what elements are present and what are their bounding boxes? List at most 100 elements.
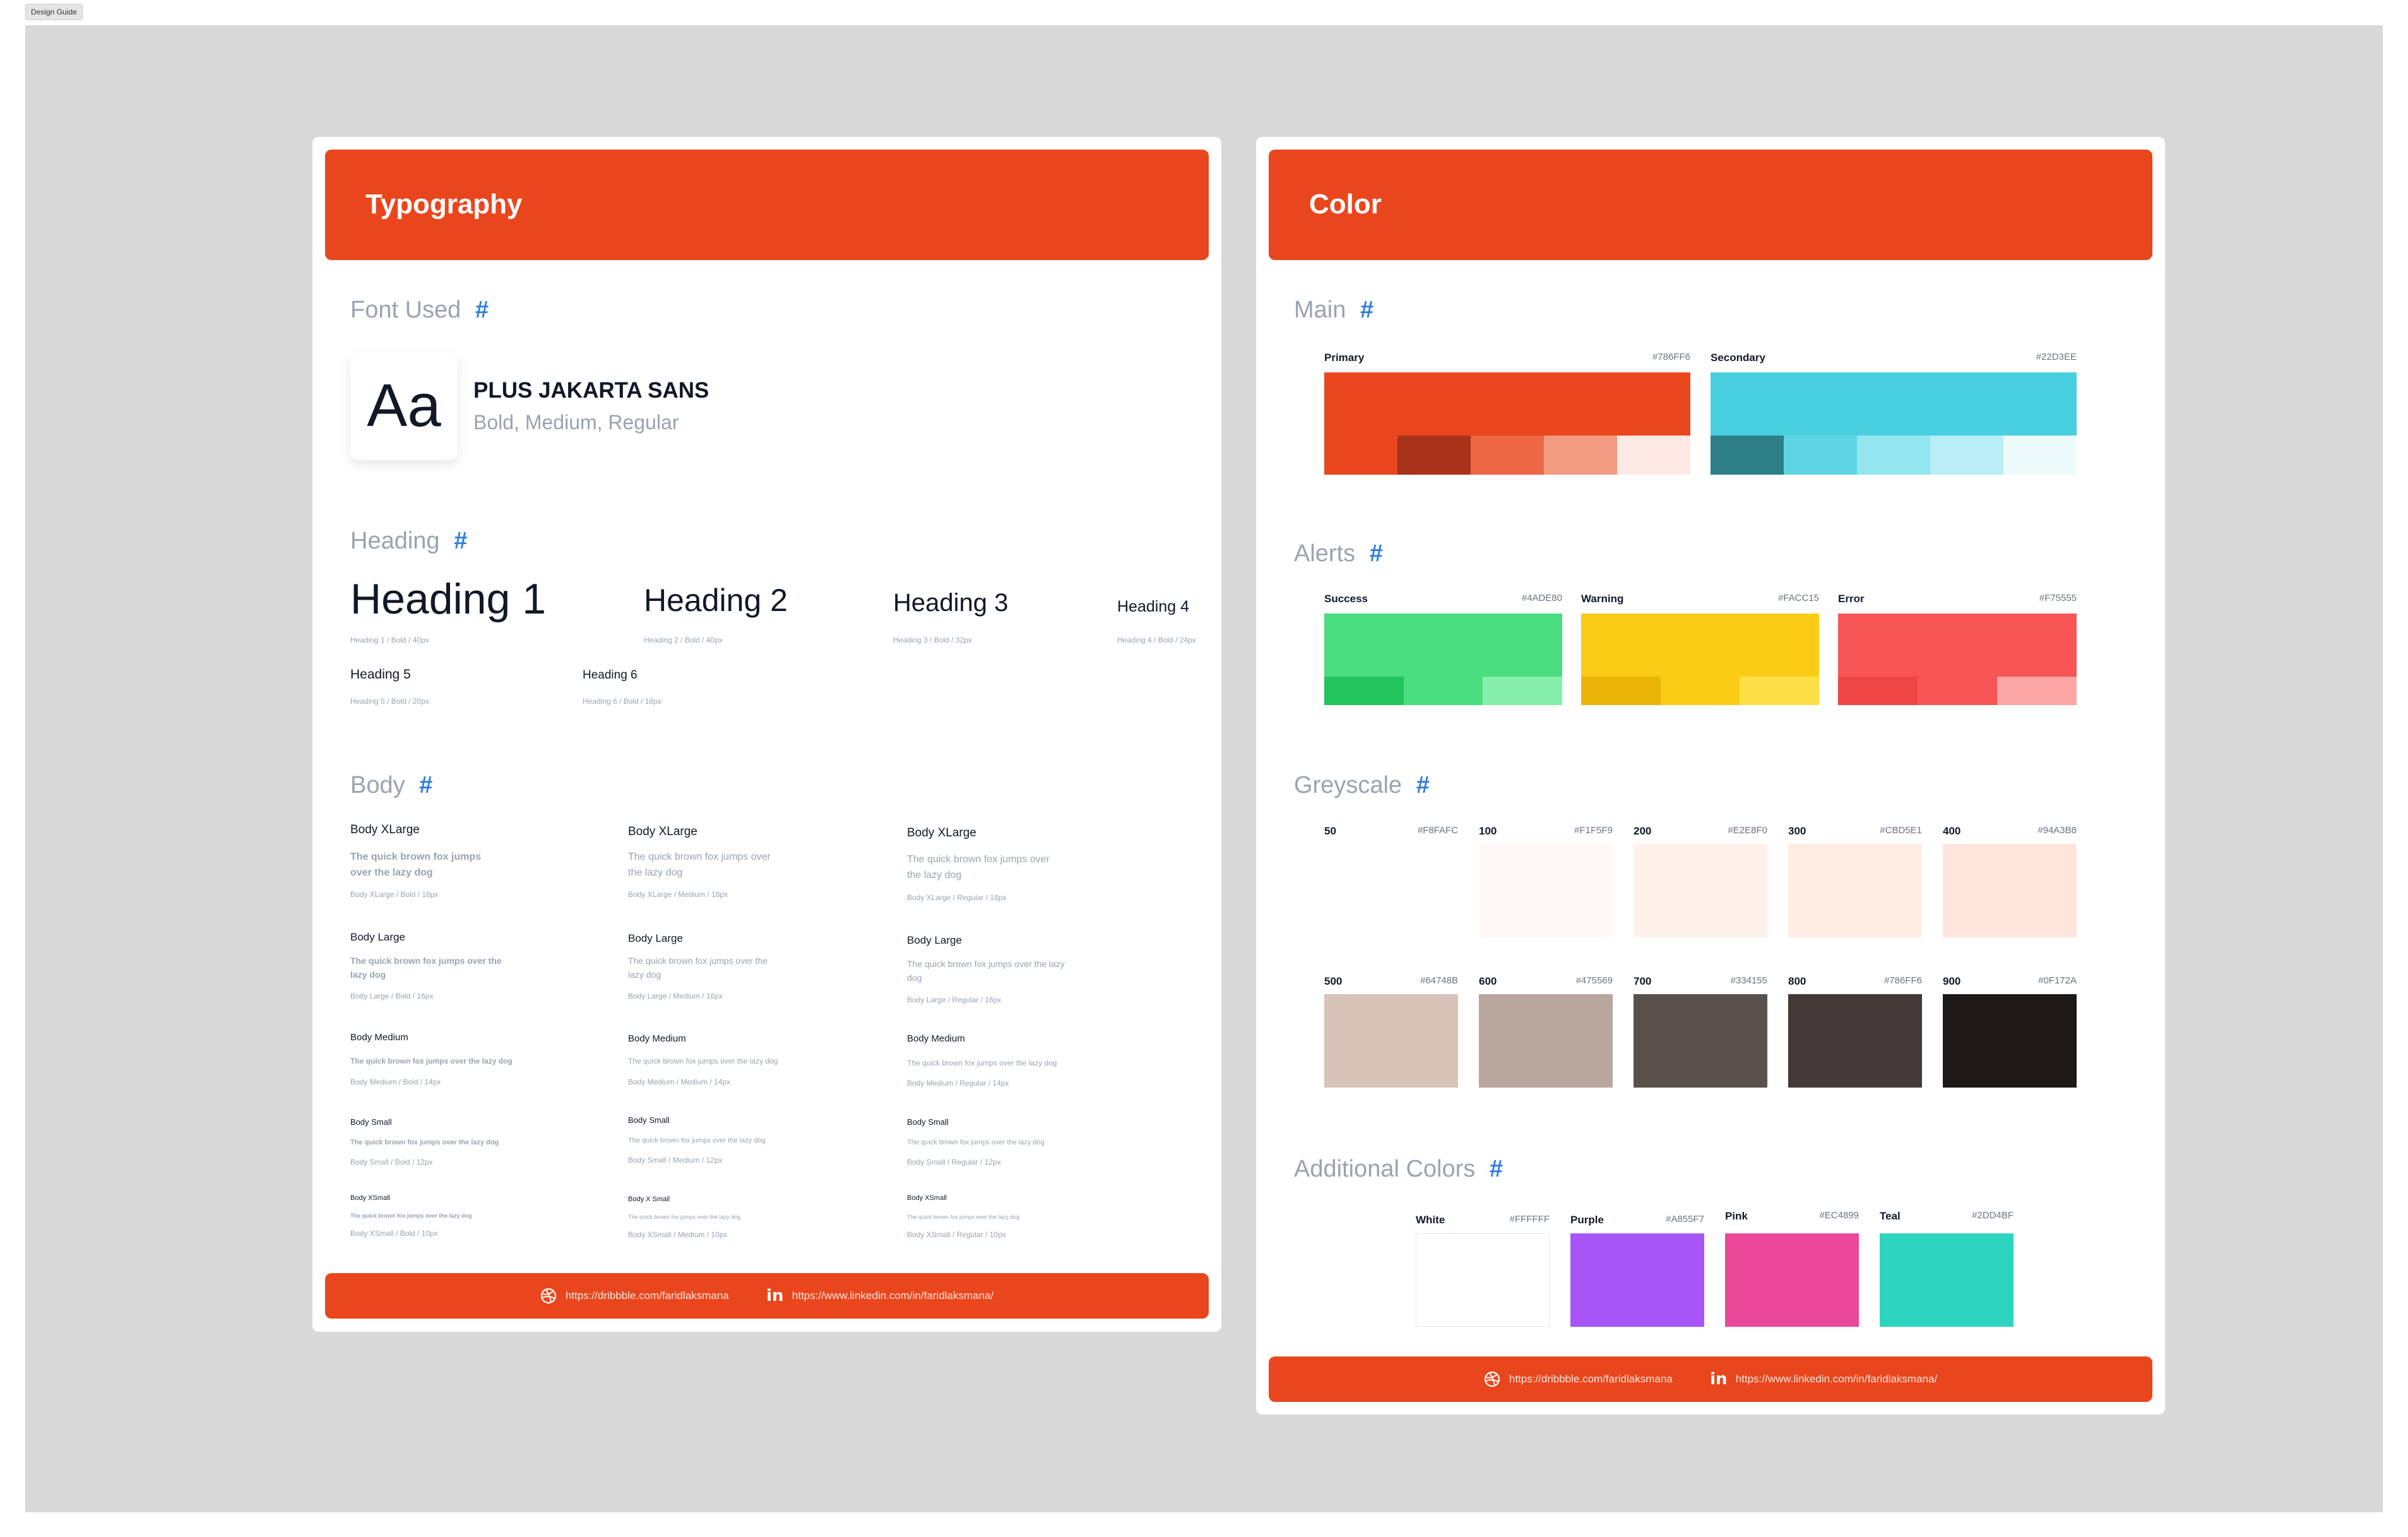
error-shades	[1838, 677, 2077, 705]
body-large-text: The quick brown fox jumps over the lazy …	[350, 956, 502, 980]
greyscale-hex: #475569	[1575, 975, 1613, 986]
hash-anchor-icon[interactable]: #	[453, 528, 467, 554]
greyscale-heading: Greyscale	[1294, 772, 1403, 798]
error-hex: #F75555	[2039, 593, 2077, 603]
linkedin-url[interactable]: https://www.linkedin.com/in/faridlaksman…	[1735, 1373, 1938, 1385]
greyscale-swatch	[1324, 994, 1458, 1088]
greyscale-label: 400	[1943, 825, 1961, 837]
heading-1-sample: Heading 1	[350, 575, 547, 623]
body-small-meta: Body Small / Medium / 12px	[628, 1156, 723, 1165]
success-shade	[1324, 677, 1404, 705]
warning-shades	[1581, 677, 1820, 705]
color-header: Color	[1269, 150, 2152, 260]
hash-anchor-icon[interactable]: #	[418, 772, 432, 798]
linkedin-link[interactable]: in https://www.linkedin.com/in/faridlaks…	[766, 1286, 994, 1305]
success-label: Success	[1324, 593, 1368, 605]
body-large-title: Body Large	[628, 932, 683, 944]
body-section-heading: Body	[350, 772, 405, 798]
typography-footer: https://dribbble.com/faridlaksmana in ht…	[325, 1273, 1209, 1319]
success-shade	[1403, 677, 1483, 705]
color-card: Color Main # Primary #786FF6 Secondary #…	[1256, 137, 2165, 1415]
secondary-shade	[1930, 436, 2003, 475]
greyscale-label: 600	[1479, 975, 1497, 987]
greyscale-label: 800	[1788, 975, 1806, 987]
heading-3-meta: Heading 3 / Bold / 32px	[893, 636, 972, 644]
dribbble-link[interactable]: https://dribbble.com/faridlaksmana	[1484, 1371, 1673, 1387]
main-heading: Main	[1294, 297, 1346, 323]
body-xsmall-text: The quick brown fox jumps over the lazy …	[350, 1213, 472, 1219]
hash-anchor-icon[interactable]: #	[1489, 1156, 1503, 1182]
greyscale-label: 500	[1324, 975, 1343, 987]
body-medium-text: The quick brown fox jumps over the lazy …	[628, 1057, 778, 1065]
secondary-shade	[1784, 436, 1857, 475]
additional-swatch	[1416, 1233, 1550, 1327]
body-xsmall-meta: Body XSmall / Medium / 10px	[628, 1230, 728, 1239]
primary-shade	[1471, 436, 1544, 475]
warning-shade	[1740, 677, 1820, 705]
dribbble-link[interactable]: https://dribbble.com/faridlaksmana	[540, 1288, 729, 1304]
hash-anchor-icon[interactable]: #	[1416, 772, 1430, 798]
secondary-hex: #22D3EE	[2036, 352, 2077, 362]
heading-6-meta: Heading 6 / Bold / 18px	[583, 697, 661, 706]
greyscale-label: 700	[1634, 975, 1652, 987]
typography-card: Typography Font Used # Aa PLUS JAKARTA S…	[312, 137, 1221, 1332]
additional-swatch	[1570, 1233, 1704, 1327]
hash-anchor-icon[interactable]: #	[475, 297, 489, 323]
body-xlarge-text: The quick brown fox jumps over the lazy …	[350, 852, 482, 878]
frame-label[interactable]: Design Guide	[25, 4, 83, 20]
body-xlarge-title: Body XLarge	[628, 825, 697, 838]
heading-1-meta: Heading 1 / Bold / 40px	[350, 636, 429, 644]
font-sample-text: Aa	[367, 372, 441, 439]
body-xlarge-meta: Body XLarge / Regular / 18px	[907, 893, 1007, 902]
error-shade	[1918, 677, 1997, 705]
body-small-text: The quick brown fox jumps over the lazy …	[628, 1137, 766, 1144]
body-xsmall-meta: Body XSmall / Bold / 10px	[350, 1229, 438, 1238]
body-large-title: Body Large	[907, 934, 962, 946]
body-small-title: Body Small	[350, 1117, 392, 1127]
linkedin-url[interactable]: https://www.linkedin.com/in/faridlaksman…	[792, 1290, 994, 1302]
dribbble-url[interactable]: https://dribbble.com/faridlaksmana	[565, 1290, 729, 1302]
body-medium-title: Body Medium	[628, 1033, 686, 1044]
body-xlarge-meta: Body XLarge / Medium / 18px	[628, 890, 728, 899]
greyscale-swatch	[1943, 994, 2077, 1088]
greyscale-hex: #334155	[1730, 975, 1767, 986]
greyscale-label: 200	[1634, 825, 1652, 837]
hash-anchor-icon[interactable]: #	[1360, 297, 1373, 323]
error-shade	[1838, 677, 1918, 705]
body-large-meta: Body Large / Bold / 16px	[350, 992, 434, 1000]
heading-section-heading: Heading	[350, 528, 440, 554]
warning-shade	[1660, 677, 1740, 705]
primary-swatch	[1324, 372, 1690, 436]
main-section-title: Main #	[1294, 296, 1373, 324]
body-small-text: The quick brown fox jumps over the lazy …	[907, 1139, 1045, 1146]
font-used-section-title: Font Used #	[350, 296, 488, 324]
body-large-title: Body Large	[350, 931, 405, 943]
success-swatch	[1324, 614, 1562, 677]
greyscale-hex: #F1F5F9	[1574, 825, 1613, 836]
greyscale-hex: #F8FAFC	[1417, 825, 1458, 836]
greyscale-swatch	[1479, 994, 1613, 1088]
hash-anchor-icon[interactable]: #	[1369, 540, 1383, 567]
secondary-shade	[1711, 436, 1784, 475]
additional-swatch	[1725, 1233, 1859, 1327]
heading-4-meta: Heading 4 / Bold / 24px	[1117, 636, 1196, 644]
primary-hex: #786FF6	[1652, 352, 1690, 362]
body-medium-text: The quick brown fox jumps over the lazy …	[907, 1059, 1057, 1067]
greyscale-hex: #0F172A	[2038, 975, 2077, 986]
additional-label: Purple	[1570, 1214, 1604, 1226]
additional-hex: #EC4899	[1819, 1210, 1859, 1221]
greyscale-hex: #94A3B8	[2037, 825, 2077, 836]
dribbble-url[interactable]: https://dribbble.com/faridlaksmana	[1509, 1373, 1673, 1385]
linkedin-link[interactable]: in https://www.linkedin.com/in/faridlaks…	[1710, 1370, 1938, 1389]
typography-header: Typography	[325, 150, 1209, 260]
secondary-shade	[2003, 436, 2077, 475]
body-xlarge-title: Body XLarge	[350, 823, 420, 836]
additional-hex: #FFFFFF	[1509, 1214, 1550, 1225]
greyscale-label: 100	[1479, 825, 1497, 837]
additional-label: White	[1416, 1214, 1445, 1226]
font-name: PLUS JAKARTA SANS	[473, 378, 709, 403]
body-xsmall-title: Body X Small	[628, 1196, 670, 1203]
heading-5-sample: Heading 5	[350, 667, 411, 682]
heading-3-sample: Heading 3	[893, 589, 1009, 617]
error-label: Error	[1838, 593, 1865, 605]
